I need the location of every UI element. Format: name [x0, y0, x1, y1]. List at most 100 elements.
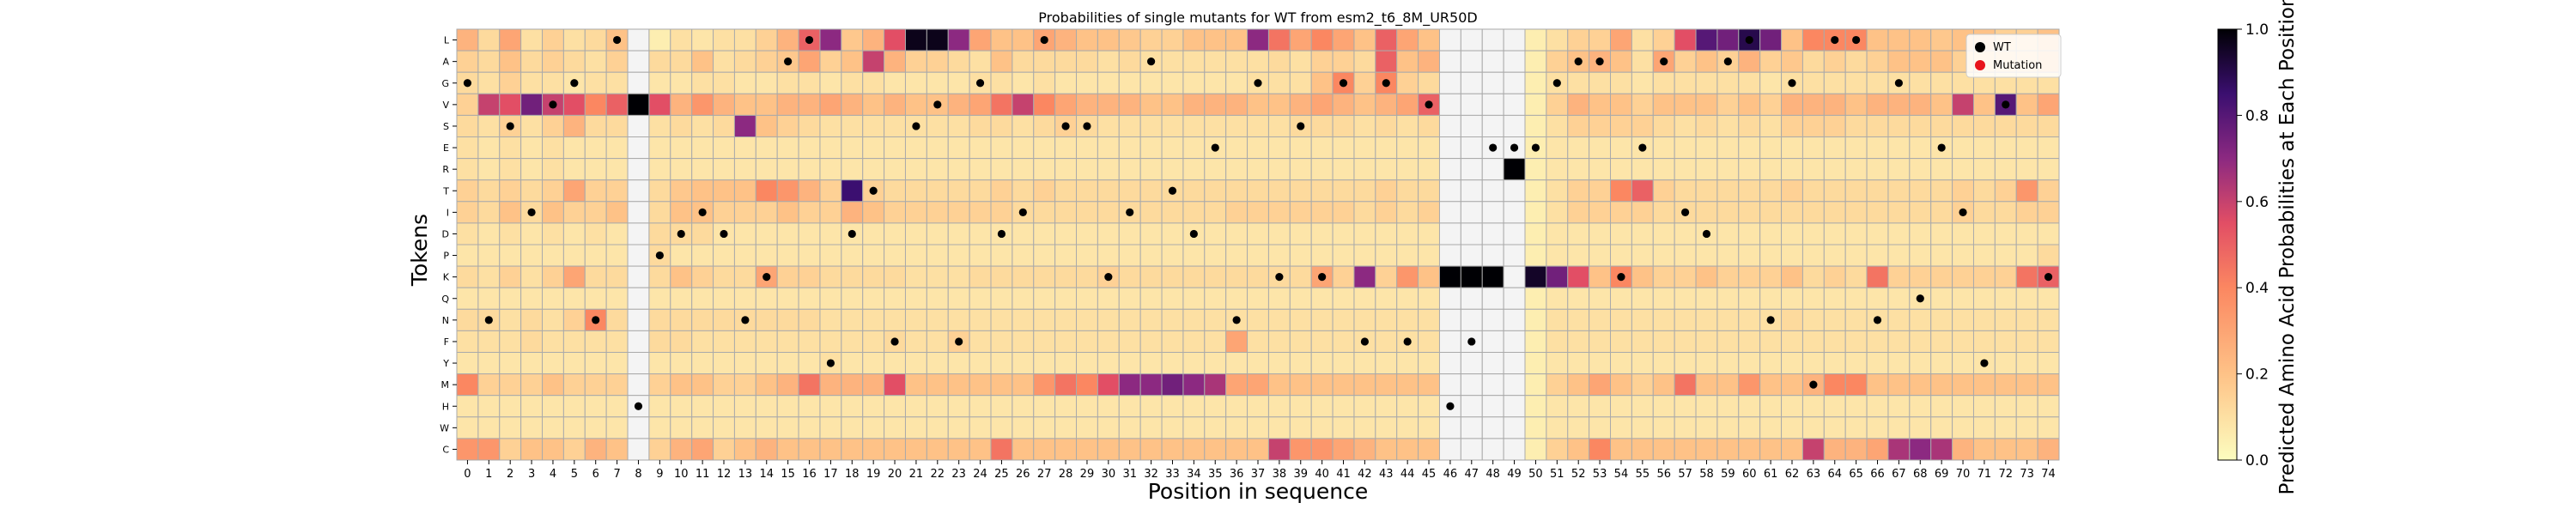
heatmap-cell — [755, 330, 778, 353]
heatmap-cell — [1781, 287, 1803, 310]
heatmap-cell — [1118, 244, 1141, 267]
heatmap-cell — [1909, 93, 1932, 116]
heatmap-cell — [1972, 179, 1996, 203]
heatmap-cell — [605, 308, 629, 331]
heatmap-cell — [841, 438, 864, 461]
heatmap-cell — [1225, 50, 1249, 73]
heatmap-cell — [691, 158, 714, 181]
heatmap-cell — [542, 222, 564, 245]
heatmap-cell — [1353, 265, 1376, 288]
heatmap-cell — [1418, 373, 1440, 397]
wt-marker — [592, 316, 600, 324]
heatmap-cell — [755, 373, 778, 397]
heatmap-cell — [733, 373, 756, 397]
heatmap-cell — [1610, 50, 1632, 73]
heatmap-cell — [1695, 201, 1718, 224]
heatmap-cell — [627, 244, 650, 267]
heatmap-cell — [1054, 222, 1078, 245]
heatmap-cell — [584, 330, 607, 353]
heatmap-cell — [841, 136, 864, 160]
heatmap-cell — [819, 265, 842, 288]
heatmap-cell — [798, 158, 821, 181]
heatmap-cell — [456, 287, 479, 310]
wt-marker — [869, 186, 878, 195]
heatmap-cell — [562, 373, 586, 397]
heatmap-cell — [1546, 93, 1569, 116]
heatmap-cell — [1546, 179, 1569, 203]
heatmap-cell — [1012, 136, 1035, 160]
heatmap-cell — [1674, 222, 1697, 245]
heatmap-cell — [1332, 352, 1355, 375]
heatmap-cell — [1994, 395, 2017, 418]
heatmap-cell — [477, 244, 501, 267]
heatmap-cell — [1161, 158, 1184, 181]
heatmap-cell — [605, 222, 629, 245]
heatmap-cell — [1524, 287, 1547, 310]
heatmap-cell — [1652, 352, 1675, 375]
heatmap-cell — [1887, 28, 1911, 52]
heatmap-cell — [1161, 93, 1184, 116]
heatmap-cell — [1823, 330, 1846, 353]
heatmap-cell — [1801, 93, 1825, 116]
heatmap-cell — [1396, 308, 1419, 331]
heatmap-cell — [670, 438, 693, 461]
heatmap-cell — [1161, 28, 1184, 52]
heatmap-cell — [776, 330, 799, 353]
heatmap-cell — [1267, 330, 1291, 353]
heatmap-cell — [1076, 287, 1098, 310]
heatmap-cell — [456, 265, 479, 288]
heatmap-cell — [1567, 308, 1590, 331]
heatmap-cell — [605, 287, 629, 310]
heatmap-cell — [1503, 158, 1526, 181]
heatmap-cell — [1952, 352, 1974, 375]
heatmap-cell — [1267, 352, 1291, 375]
heatmap-cell — [947, 93, 970, 116]
heatmap-cell — [819, 373, 842, 397]
heatmap-cell — [1460, 50, 1483, 73]
heatmap-cell — [2037, 330, 2060, 353]
heatmap-cell — [1247, 28, 1269, 52]
heatmap-cell — [1909, 50, 1932, 73]
heatmap-cell — [1503, 287, 1526, 310]
heatmap-cell — [1481, 222, 1504, 245]
heatmap-cell — [1353, 438, 1376, 461]
heatmap-cell — [776, 265, 799, 288]
x-tick-label: 67 — [1892, 468, 1906, 481]
heatmap-cell — [1994, 308, 2017, 331]
wt-marker — [997, 229, 1006, 239]
heatmap-cell — [1887, 287, 1911, 310]
x-tick-label: 53 — [1593, 468, 1607, 481]
heatmap-cell — [1674, 373, 1697, 397]
x-tick-label: 30 — [1102, 468, 1116, 481]
heatmap-cell — [456, 114, 479, 137]
heatmap-cell — [1759, 114, 1783, 137]
heatmap-cell — [1887, 438, 1911, 461]
heatmap-cell — [884, 308, 906, 331]
heatmap-cell — [477, 352, 501, 375]
heatmap-cell — [1097, 71, 1120, 94]
heatmap-cell — [1972, 158, 1996, 181]
heatmap-cell — [1481, 287, 1504, 310]
y-tick-label: F — [444, 336, 449, 348]
heatmap-cell — [1695, 28, 1718, 52]
heatmap-cell — [1225, 395, 1249, 418]
heatmap-cell — [456, 179, 479, 203]
heatmap-cell — [1353, 201, 1376, 224]
y-tick-label: H — [442, 401, 449, 412]
heatmap-cell — [1481, 330, 1504, 353]
heatmap-cell — [1503, 244, 1526, 267]
wt-marker — [1702, 229, 1711, 239]
heatmap-cell — [1204, 373, 1227, 397]
heatmap-cell — [691, 438, 714, 461]
heatmap-cell — [1972, 136, 1996, 160]
heatmap-cell — [1844, 308, 1868, 331]
heatmap-cell — [1054, 136, 1078, 160]
heatmap-cell — [1887, 136, 1911, 160]
heatmap-cell — [926, 373, 949, 397]
heatmap-cell — [1054, 179, 1078, 203]
heatmap-cell — [1481, 373, 1504, 397]
heatmap-cell — [926, 308, 949, 331]
heatmap-cell — [926, 201, 949, 224]
heatmap-cell — [947, 352, 970, 375]
heatmap-cell — [926, 244, 949, 267]
